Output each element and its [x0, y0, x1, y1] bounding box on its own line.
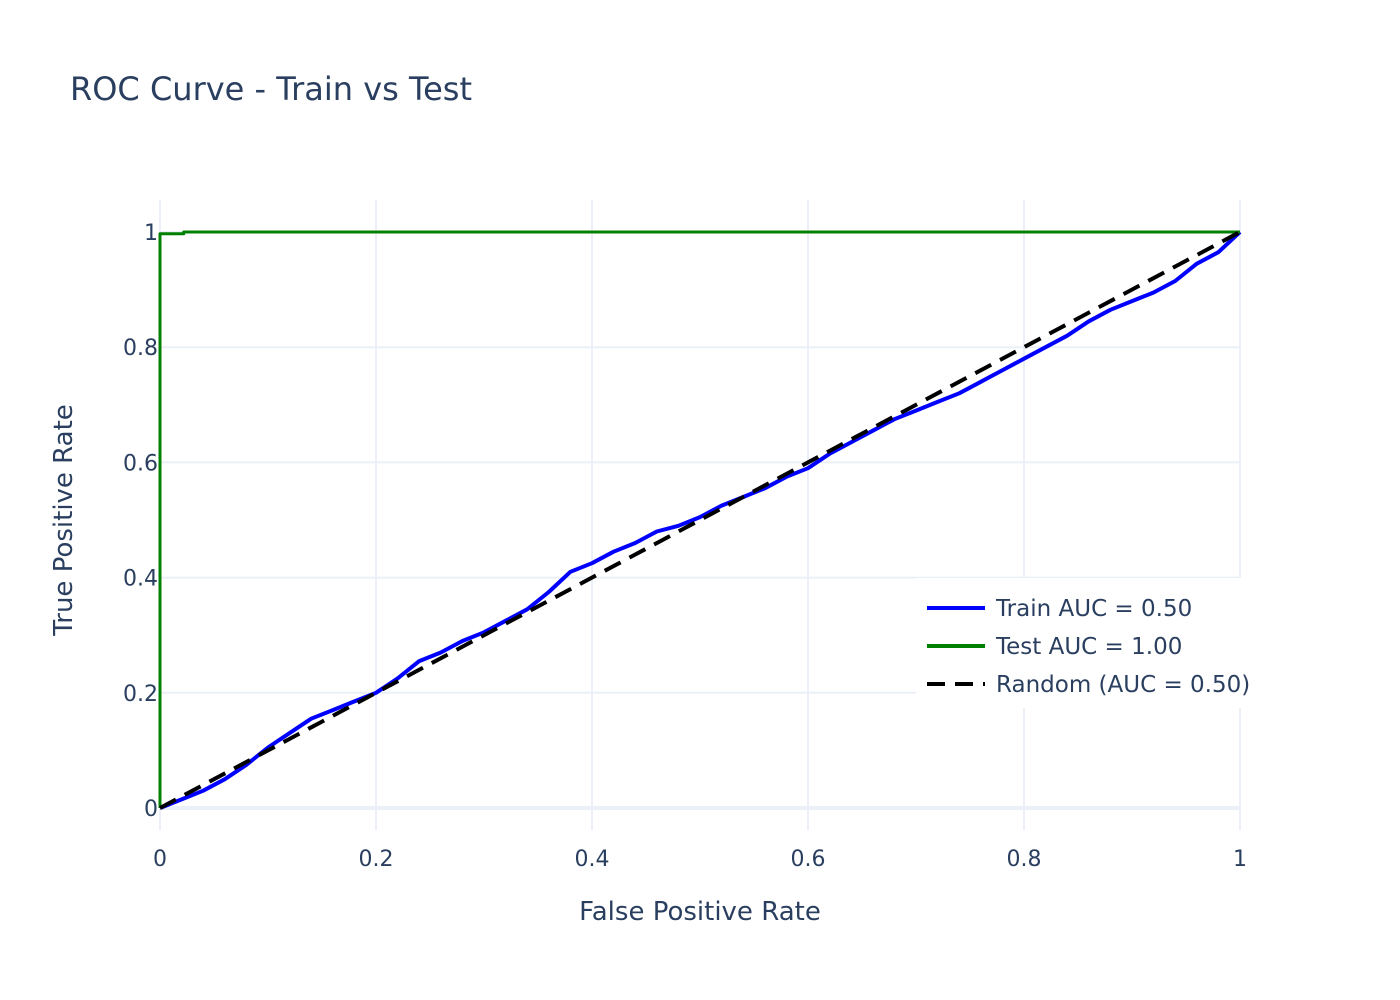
- x-tick-label: 0.6: [791, 847, 826, 872]
- y-axis-title: True Positive Rate: [49, 404, 79, 637]
- y-tick-label: 0.6: [123, 451, 158, 476]
- chart-title: ROC Curve - Train vs Test: [70, 70, 472, 108]
- y-tick-label: 0.2: [123, 682, 158, 707]
- x-tick-label: 0: [153, 847, 167, 872]
- legend-label[interactable]: Train AUC = 0.50: [995, 596, 1192, 622]
- legend-box: [916, 578, 1246, 708]
- series-line-2: [159, 230, 1241, 810]
- x-tick-label: 0.2: [359, 847, 394, 872]
- y-tick-label: 1: [144, 221, 158, 246]
- x-tick-label: 1: [1233, 847, 1247, 872]
- legend[interactable]: Train AUC = 0.50 Test AUC = 1.00 Random (A…: [916, 578, 1250, 708]
- y-tick-label: 0: [144, 797, 158, 822]
- x-tick-label: 0.8: [1007, 847, 1042, 872]
- series-lines: [158, 230, 1242, 810]
- legend-label[interactable]: Random (AUC = 0.50): [996, 672, 1250, 698]
- series-line-0: [159, 230, 1242, 810]
- series-line-1: [158, 230, 1240, 808]
- legend-label[interactable]: Test AUC = 1.00: [995, 634, 1182, 660]
- tick-labels: 0 0.2 0.4 0.6 0.8 1 0 0.2 0.4 0.6 0.8 1: [123, 221, 1247, 872]
- y-tick-label: 0.8: [123, 336, 158, 361]
- x-axis-title: False Positive Rate: [579, 897, 821, 927]
- y-tick-label: 0.4: [123, 567, 158, 592]
- x-tick-label: 0.4: [575, 847, 610, 872]
